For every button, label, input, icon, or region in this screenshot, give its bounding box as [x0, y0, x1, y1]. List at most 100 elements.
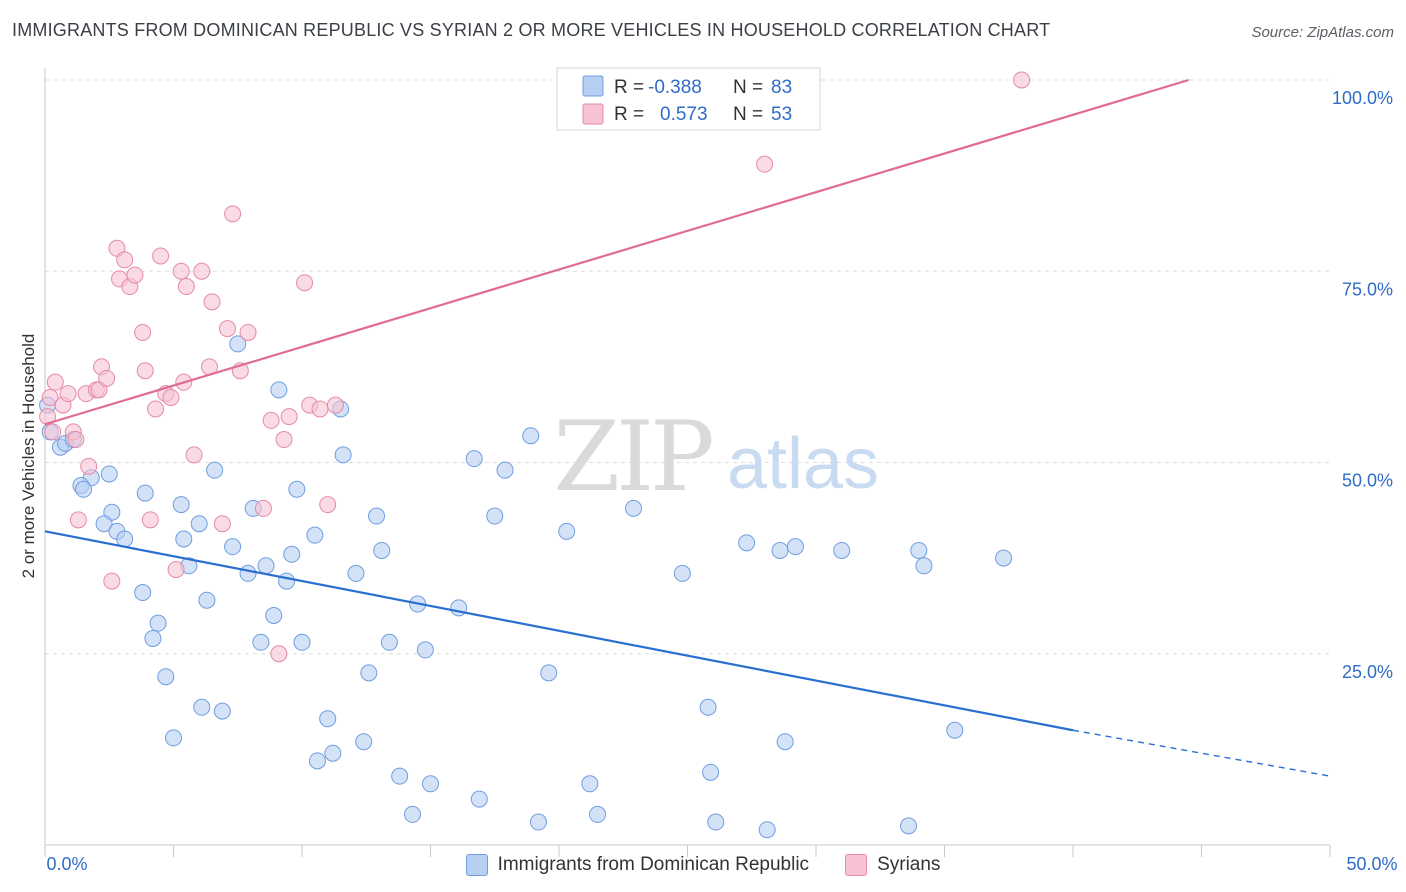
- syrians-point: [80, 457, 98, 475]
- dominican-point: [136, 484, 154, 502]
- y-tick-label: 50.0%: [1342, 471, 1393, 491]
- series-syrians-points: [39, 71, 1031, 663]
- stats-legend-blue-r-label: R =: [614, 77, 644, 98]
- syrians-point: [326, 396, 344, 414]
- syrians-point: [167, 561, 185, 579]
- dominican-point: [252, 633, 270, 651]
- dominican-point: [165, 729, 182, 747]
- dominican-point: [193, 698, 211, 716]
- stats-legend-blue-n-value: 83: [771, 77, 792, 98]
- stats-legend-pink-n-value: 53: [771, 104, 792, 125]
- y-tick-label: 25.0%: [1342, 662, 1393, 682]
- syrians-point: [756, 155, 774, 173]
- dominican-point: [175, 530, 193, 548]
- stats-legend-pink-n-label: N =: [733, 104, 763, 125]
- dominican-point: [380, 633, 398, 651]
- dominican-point: [283, 545, 301, 563]
- dominican-point: [786, 538, 804, 556]
- trend-line-dominican: [44, 530, 1074, 732]
- syrians-point: [44, 423, 62, 441]
- syrians-point: [134, 323, 152, 341]
- dominican-point: [391, 767, 409, 785]
- legend-item-dominican: Immigrants from Dominican Republic: [465, 854, 809, 876]
- dominican-point: [149, 614, 167, 632]
- dominican-point: [995, 549, 1013, 567]
- syrians-point: [262, 411, 280, 429]
- dominican-point: [673, 564, 691, 582]
- dominican-point: [915, 557, 933, 575]
- syrians-point: [280, 408, 298, 426]
- trend-line-syrians: [44, 78, 1189, 426]
- dominican-point: [213, 702, 231, 720]
- dominican-point: [190, 515, 208, 533]
- stats-legend: R = -0.388 N = 83 R = 0.573 N = 53: [556, 67, 821, 131]
- syrians-point: [311, 400, 329, 418]
- chart-title: IMMIGRANTS FROM DOMINICAN REPUBLIC VS SY…: [12, 20, 1051, 40]
- dominican-point: [270, 381, 288, 399]
- y-tick-labels: 25.0% 50.0% 75.0% 100.0%: [1332, 88, 1393, 682]
- dominican-point: [910, 541, 928, 559]
- syrians-point: [254, 499, 272, 517]
- stats-legend-blue-r-value: -0.388: [648, 77, 702, 98]
- dominican-point: [229, 335, 247, 353]
- syrians-point: [162, 388, 180, 406]
- series-dominican-points: [39, 335, 1013, 839]
- dominican-point: [758, 821, 776, 839]
- syrians-point: [136, 362, 154, 380]
- dominican-point: [625, 499, 643, 517]
- dominican-point: [308, 752, 326, 770]
- dominican-point: [776, 733, 794, 751]
- legend-label-syrians: Syrians: [877, 854, 941, 875]
- dominican-point: [699, 698, 717, 716]
- x-tick-label-right: 50.0%: [1346, 854, 1397, 874]
- stats-legend-pink-swatch: [582, 103, 604, 125]
- bottom-legend: Immigrants from Dominican Republic Syria…: [0, 851, 1406, 879]
- dominican-point: [224, 538, 242, 556]
- dominican-point: [404, 805, 422, 823]
- watermark-zip: ZIP: [553, 401, 712, 513]
- syrians-point: [1013, 71, 1031, 89]
- dominican-point: [900, 817, 918, 835]
- dominican-point: [144, 629, 162, 647]
- dominican-point: [373, 541, 391, 559]
- dominican-point: [360, 664, 378, 682]
- syrians-point: [275, 431, 293, 449]
- legend-swatch-pink: [845, 854, 868, 876]
- x-tick-label-left: 0.0%: [46, 854, 87, 874]
- dominican-point: [265, 607, 283, 624]
- legend-swatch-blue: [465, 854, 488, 876]
- dominican-point: [589, 805, 607, 823]
- dominican-point: [75, 480, 93, 498]
- dominican-point: [334, 446, 352, 464]
- dominican-point: [134, 584, 152, 602]
- dominican-point: [422, 775, 439, 793]
- dominican-point: [355, 733, 373, 751]
- dominican-point: [416, 641, 434, 659]
- dominican-point: [702, 763, 720, 781]
- stats-legend-pink-r-value: 0.573: [660, 104, 708, 125]
- dominican-point: [239, 564, 257, 582]
- syrians-point: [69, 511, 87, 529]
- syrians-point: [67, 431, 85, 449]
- syrians-point: [46, 373, 64, 391]
- watermark: ZIP atlas: [553, 401, 879, 513]
- syrians-point: [41, 388, 59, 406]
- syrians-point: [116, 251, 134, 269]
- syrians-point: [319, 496, 337, 514]
- dominican-point: [324, 744, 342, 762]
- syrians-point: [270, 645, 288, 663]
- dominican-point: [465, 450, 483, 468]
- dominican-point: [529, 813, 547, 831]
- dominican-point: [157, 668, 175, 686]
- syrians-point: [193, 262, 211, 280]
- source-label: Source: ZipAtlas.com: [1251, 24, 1394, 41]
- dominican-point: [833, 541, 851, 559]
- dominican-point: [293, 633, 311, 651]
- dominican-point: [368, 507, 386, 525]
- dominican-point: [319, 710, 337, 728]
- stats-legend-blue-n-label: N =: [733, 77, 763, 98]
- dominican-point: [486, 507, 504, 525]
- dominican-point: [95, 515, 113, 533]
- syrians-point: [224, 205, 242, 223]
